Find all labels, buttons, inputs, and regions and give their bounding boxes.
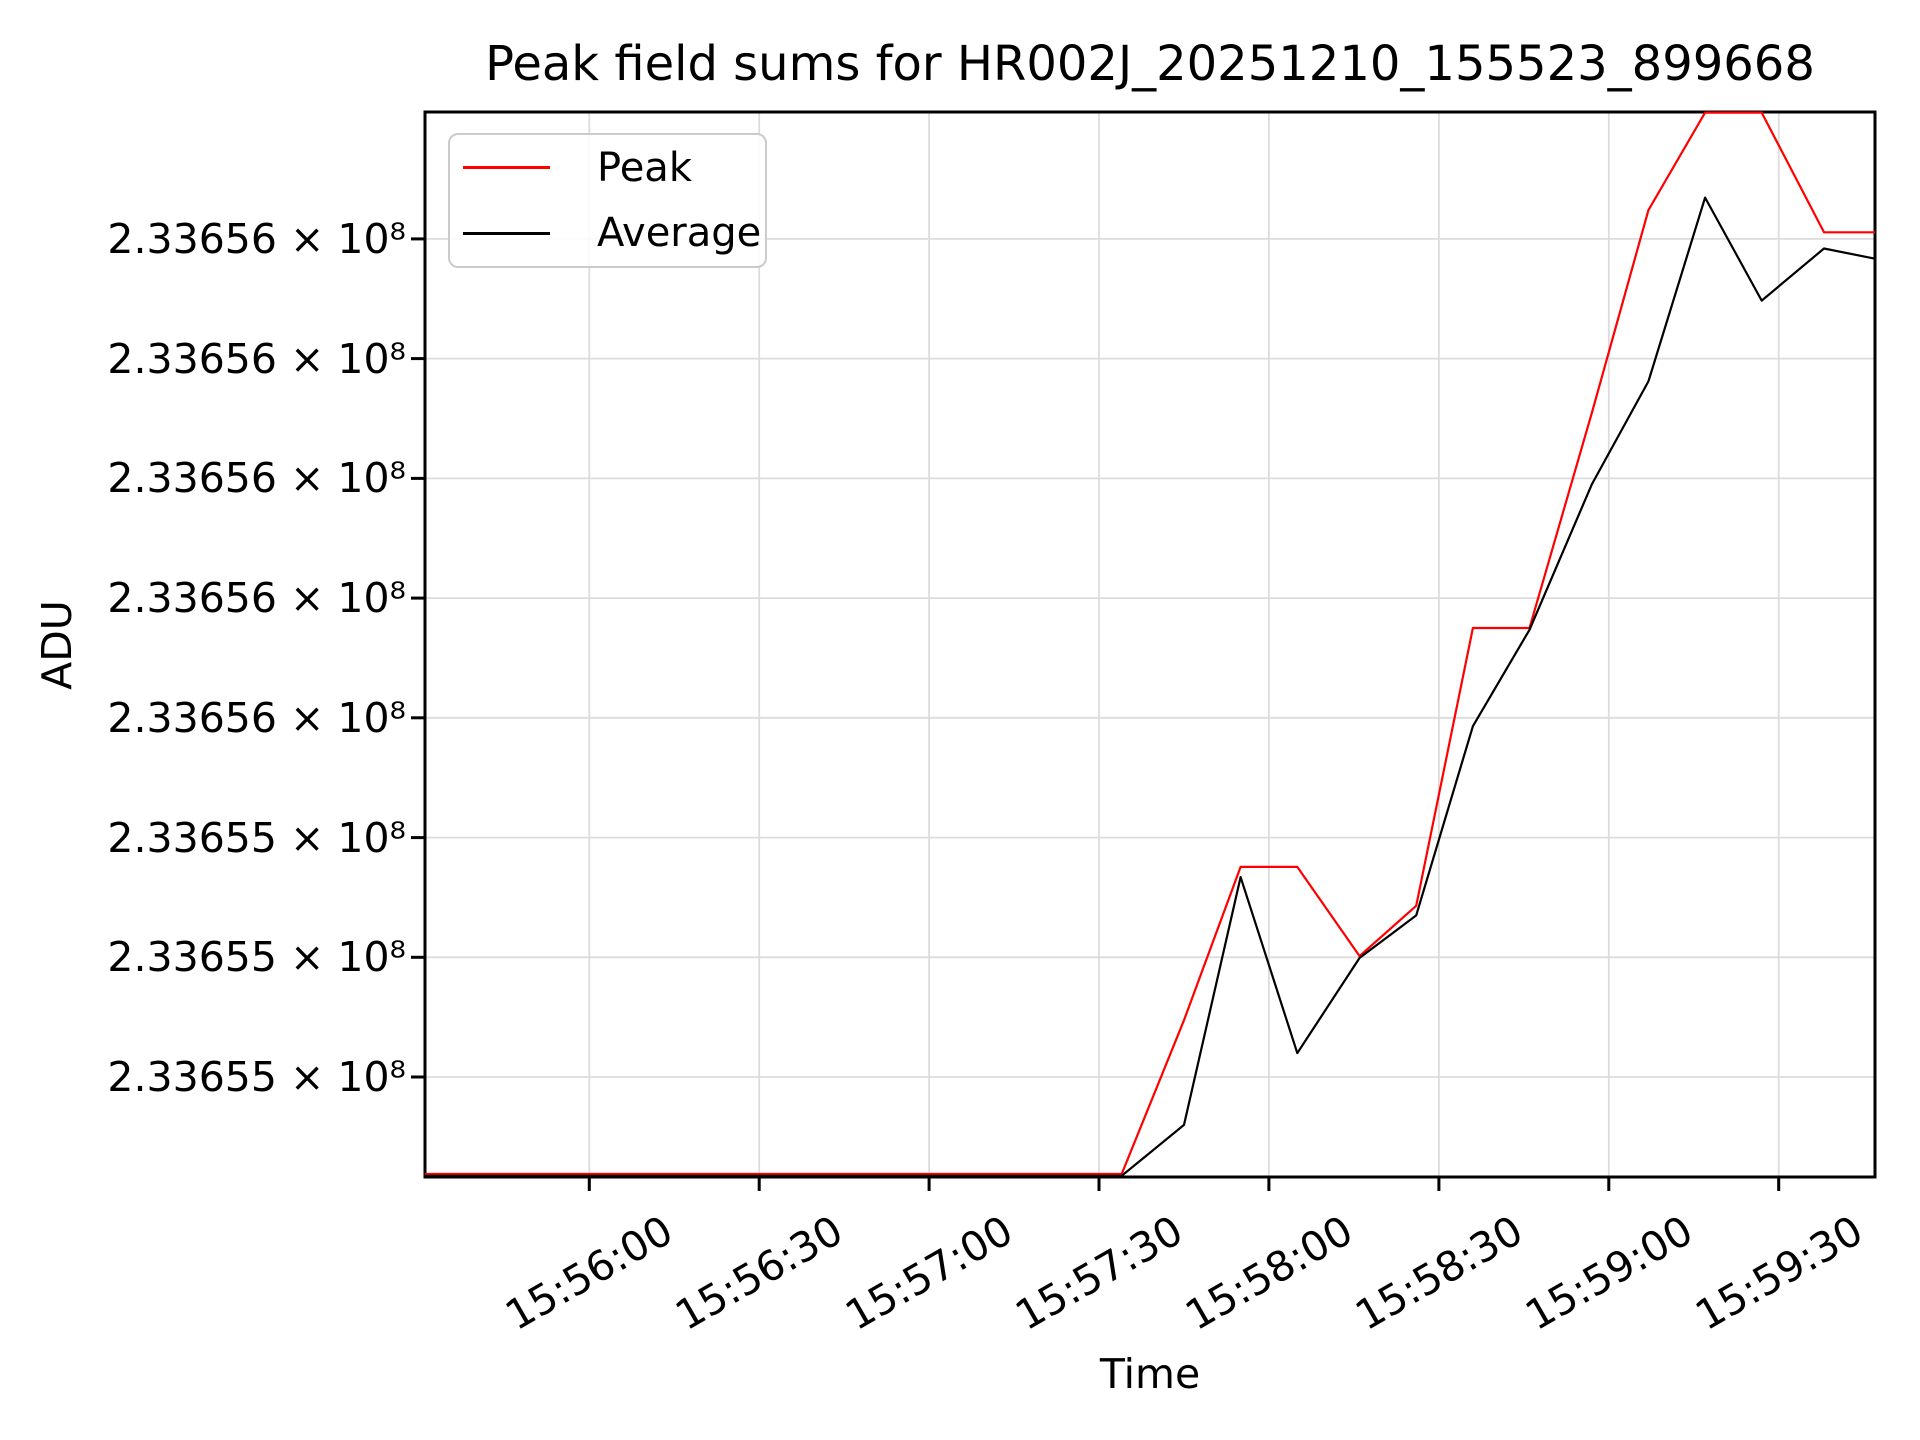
chart-title: Peak field sums for HR002J_20251210_1555… <box>485 36 1815 92</box>
legend: Peak Average <box>448 133 767 268</box>
legend-line-swatch <box>463 166 550 170</box>
legend-item-label: Average <box>597 210 762 257</box>
y-tick-label: 2.33655 × 10⁸ <box>107 813 406 862</box>
series-line-average <box>425 196 1876 1177</box>
legend-item: Peak <box>463 146 765 190</box>
legend-line-swatch <box>463 231 550 235</box>
axes-border <box>423 110 1877 1179</box>
y-tick-label: 2.33655 × 10⁸ <box>107 933 406 982</box>
y-tick-label: 2.33656 × 10⁸ <box>107 214 406 263</box>
y-tick-label: 2.33655 × 10⁸ <box>107 1053 406 1101</box>
y-axis-label: ADU <box>33 600 81 690</box>
y-tick-label: 2.33656 × 10⁸ <box>107 334 406 383</box>
y-tick-label: 2.33656 × 10⁸ <box>107 693 406 742</box>
y-tick-label: 2.33656 × 10⁸ <box>107 454 406 503</box>
x-axis-label: Time <box>1099 1350 1201 1398</box>
series-line-peak <box>425 111 1875 1176</box>
y-tick-label: 2.33656 × 10⁸ <box>107 574 406 623</box>
legend-item-label: Peak <box>597 144 692 191</box>
legend-item: Average <box>463 211 765 255</box>
